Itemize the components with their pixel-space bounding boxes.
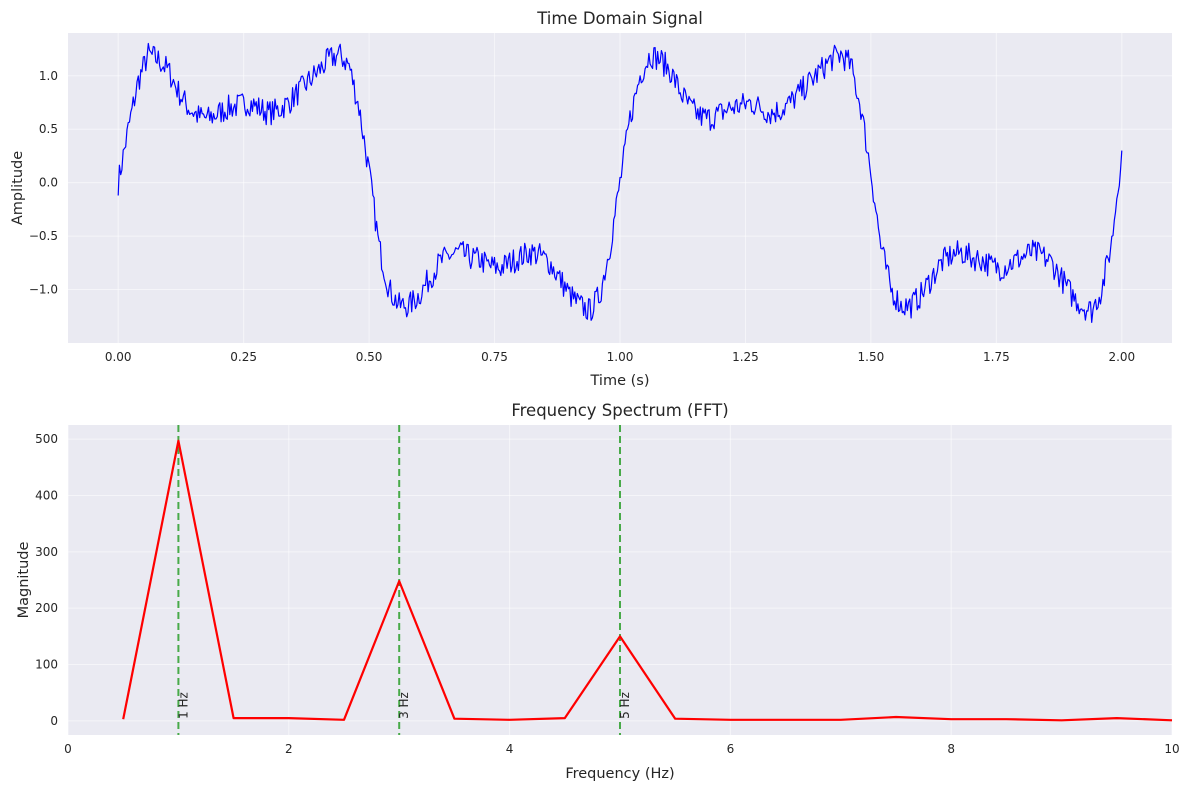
y-tick-label: 100 bbox=[35, 658, 58, 672]
y-tick-label: 0.0 bbox=[39, 176, 58, 190]
x-tick-label: 10 bbox=[1164, 742, 1179, 756]
x-tick-label: 2 bbox=[285, 742, 293, 756]
time-plot-title: Time Domain Signal bbox=[536, 9, 703, 28]
series-line bbox=[122, 439, 1173, 722]
series-line bbox=[117, 42, 1123, 323]
y-tick-label: −0.5 bbox=[29, 229, 58, 243]
y-tick-label: 200 bbox=[35, 601, 58, 615]
peak-marker-label: 5 Hz bbox=[618, 692, 632, 719]
y-tick-label: 400 bbox=[35, 488, 58, 502]
x-tick-label: 6 bbox=[727, 742, 735, 756]
x-tick-label: 1.25 bbox=[732, 350, 759, 364]
fft-plot-ylabel: Magnitude bbox=[16, 542, 32, 619]
x-tick-label: 1.50 bbox=[858, 350, 885, 364]
x-tick-label: 0.25 bbox=[230, 350, 257, 364]
y-tick-label: 1.0 bbox=[39, 69, 58, 83]
peak-marker-label: 1 Hz bbox=[176, 692, 190, 719]
x-tick-label: 8 bbox=[947, 742, 955, 756]
x-tick-label: 1.75 bbox=[983, 350, 1010, 364]
time-plot-ylabel: Amplitude bbox=[10, 151, 26, 225]
fft-plot-title: Frequency Spectrum (FFT) bbox=[511, 401, 728, 420]
x-tick-label: 1.00 bbox=[607, 350, 634, 364]
y-tick-label: 300 bbox=[35, 545, 58, 559]
x-tick-label: 0.00 bbox=[105, 350, 132, 364]
x-tick-label: 4 bbox=[506, 742, 514, 756]
time-plot-xlabel: Time (s) bbox=[590, 373, 650, 389]
fft-plot-xlabel: Frequency (Hz) bbox=[565, 766, 674, 782]
x-tick-label: 0 bbox=[64, 742, 72, 756]
x-tick-label: 0.50 bbox=[356, 350, 383, 364]
time-domain-plot: 0.00 0.25 0.50 0.75 1.00 1.25 1.50 1.75 2.00 −1.0… bbox=[10, 9, 1172, 389]
y-tick-label: 0.5 bbox=[39, 122, 58, 136]
y-tick-label: 0 bbox=[50, 714, 58, 728]
x-tick-label: 0.75 bbox=[481, 350, 508, 364]
y-tick-label: −1.0 bbox=[29, 283, 58, 297]
peak-marker-label: 3 Hz bbox=[397, 692, 411, 719]
x-tick-label: 2.00 bbox=[1108, 350, 1135, 364]
y-tick-label: 500 bbox=[35, 432, 58, 446]
